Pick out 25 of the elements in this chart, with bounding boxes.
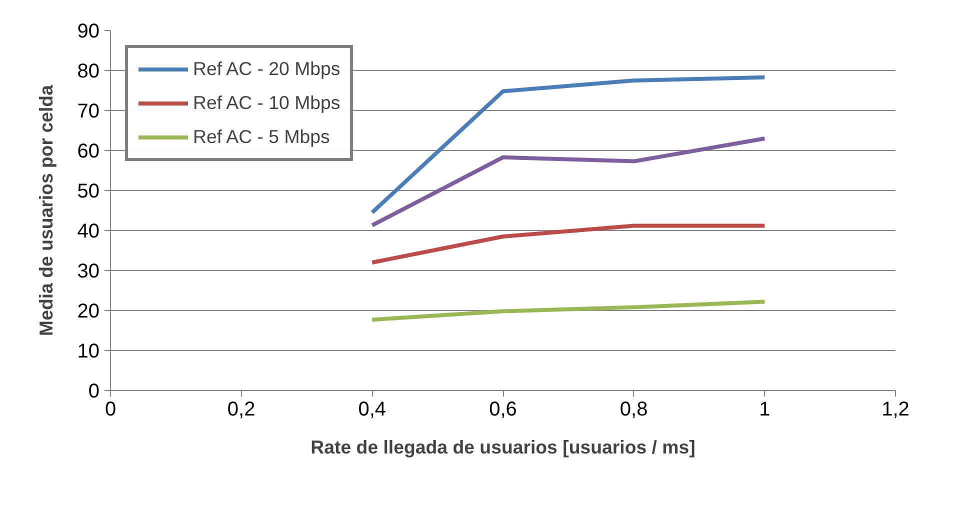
y-tick-label: 10 xyxy=(77,340,100,362)
y-tick-label: 50 xyxy=(77,180,100,202)
legend-label: Ref AC - 10 Mbps xyxy=(193,92,340,114)
y-tick-label: 40 xyxy=(77,220,100,242)
x-tick-label: 0 xyxy=(104,398,116,420)
x-axis-title: Rate de llegada de usuarios [usuarios / ms] xyxy=(310,436,696,458)
x-tick-label: 0,4 xyxy=(358,398,386,420)
y-tick-label: 80 xyxy=(77,60,100,82)
legend-label: Ref AC - 20 Mbps xyxy=(193,58,340,80)
x-tick-label: 0,2 xyxy=(227,398,256,420)
y-tick-label: 90 xyxy=(77,20,100,42)
x-tick-label: 1 xyxy=(759,398,770,420)
y-tick-label: 0 xyxy=(88,380,100,402)
line-series xyxy=(370,136,767,228)
line-series xyxy=(370,300,767,322)
y-tick-label: 20 xyxy=(77,300,100,322)
x-tick-label: 0,6 xyxy=(489,398,517,420)
x-tick-label: 0,8 xyxy=(620,398,648,420)
y-tick-label: 60 xyxy=(77,140,100,162)
legend-label: Ref AC - 5 Mbps xyxy=(193,126,330,148)
y-tick-label: 70 xyxy=(77,100,100,122)
line-series xyxy=(370,75,767,214)
y-axis-title: Media de usuarios por celda xyxy=(35,84,56,336)
y-tick-label: 30 xyxy=(77,260,100,282)
x-tick-label: 1,2 xyxy=(882,398,910,420)
